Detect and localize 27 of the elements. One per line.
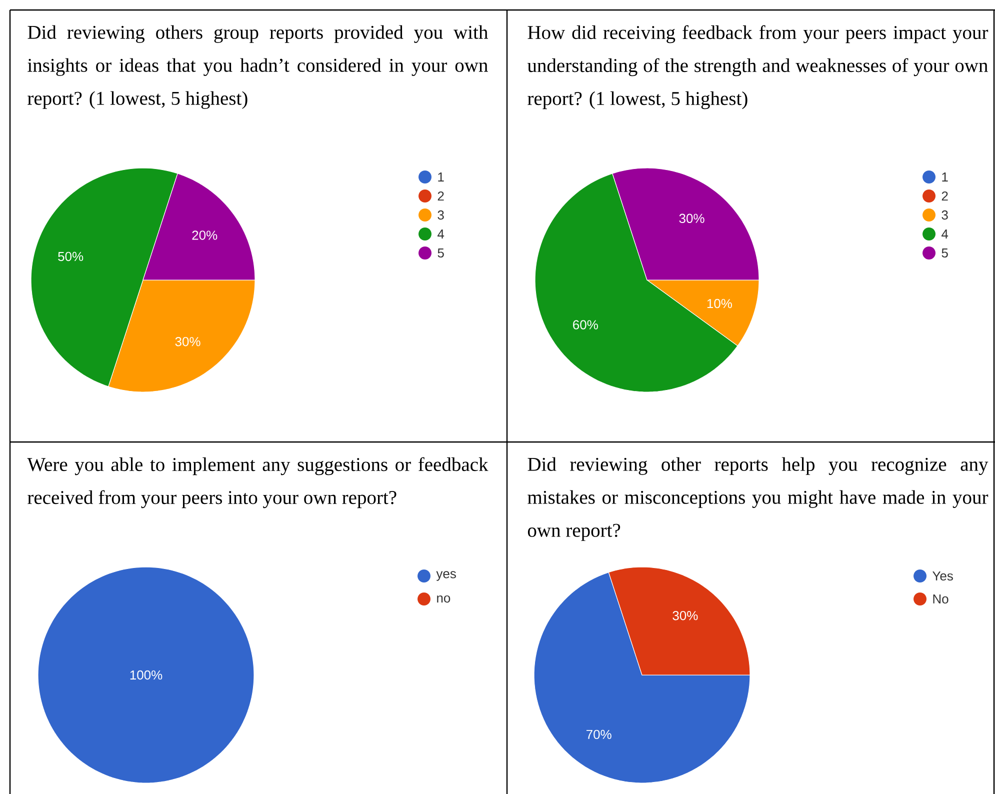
legend-label: yes	[436, 571, 456, 581]
legend-label: 4	[438, 230, 444, 238]
chart-title: Did reviewing other reports help you recognize any mistakes or misconceptions you might have made in your own report?	[528, 457, 988, 541]
legend-label: No	[933, 594, 948, 604]
data-label: 30%	[679, 214, 704, 223]
data-label: 30%	[175, 337, 200, 346]
data-label: 60%	[573, 320, 598, 330]
legend-label: 1	[942, 172, 948, 182]
legend-label: 3	[438, 210, 444, 220]
legend-label: 5	[942, 248, 948, 258]
data-label: 50%	[58, 252, 84, 262]
data-label: 10%	[707, 298, 732, 308]
legend-label: Yes	[932, 571, 953, 581]
chart-title: Were you able to implement any suggestions or feedback received from your peers into your own report?	[27, 457, 488, 508]
legend-label: 4	[942, 230, 948, 238]
chart-title: Did reviewing others group reports provided you with insights or ideas that you hadn’t considered in your own report? (1 lowest, 5 highest)	[28, 25, 488, 109]
legend-label: 3	[942, 210, 948, 220]
data-label: 30%	[672, 610, 698, 620]
chart-title: How did receiving feedback from your peers impact your understanding of the strength and weaknesses of your own report? (1 lowest, 5 highest)	[527, 25, 988, 110]
data-label: 70%	[586, 730, 612, 740]
legend-label: 5	[438, 248, 444, 258]
legend-label: 1	[438, 172, 444, 182]
legend-label: 2	[438, 191, 444, 201]
data-label: 100%	[130, 670, 162, 680]
legend-label: 2	[942, 191, 948, 201]
legend-label: no	[437, 595, 450, 603]
data-label: 20%	[192, 230, 218, 240]
